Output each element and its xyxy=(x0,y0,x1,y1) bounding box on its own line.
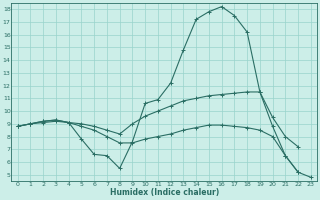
X-axis label: Humidex (Indice chaleur): Humidex (Indice chaleur) xyxy=(110,188,219,197)
